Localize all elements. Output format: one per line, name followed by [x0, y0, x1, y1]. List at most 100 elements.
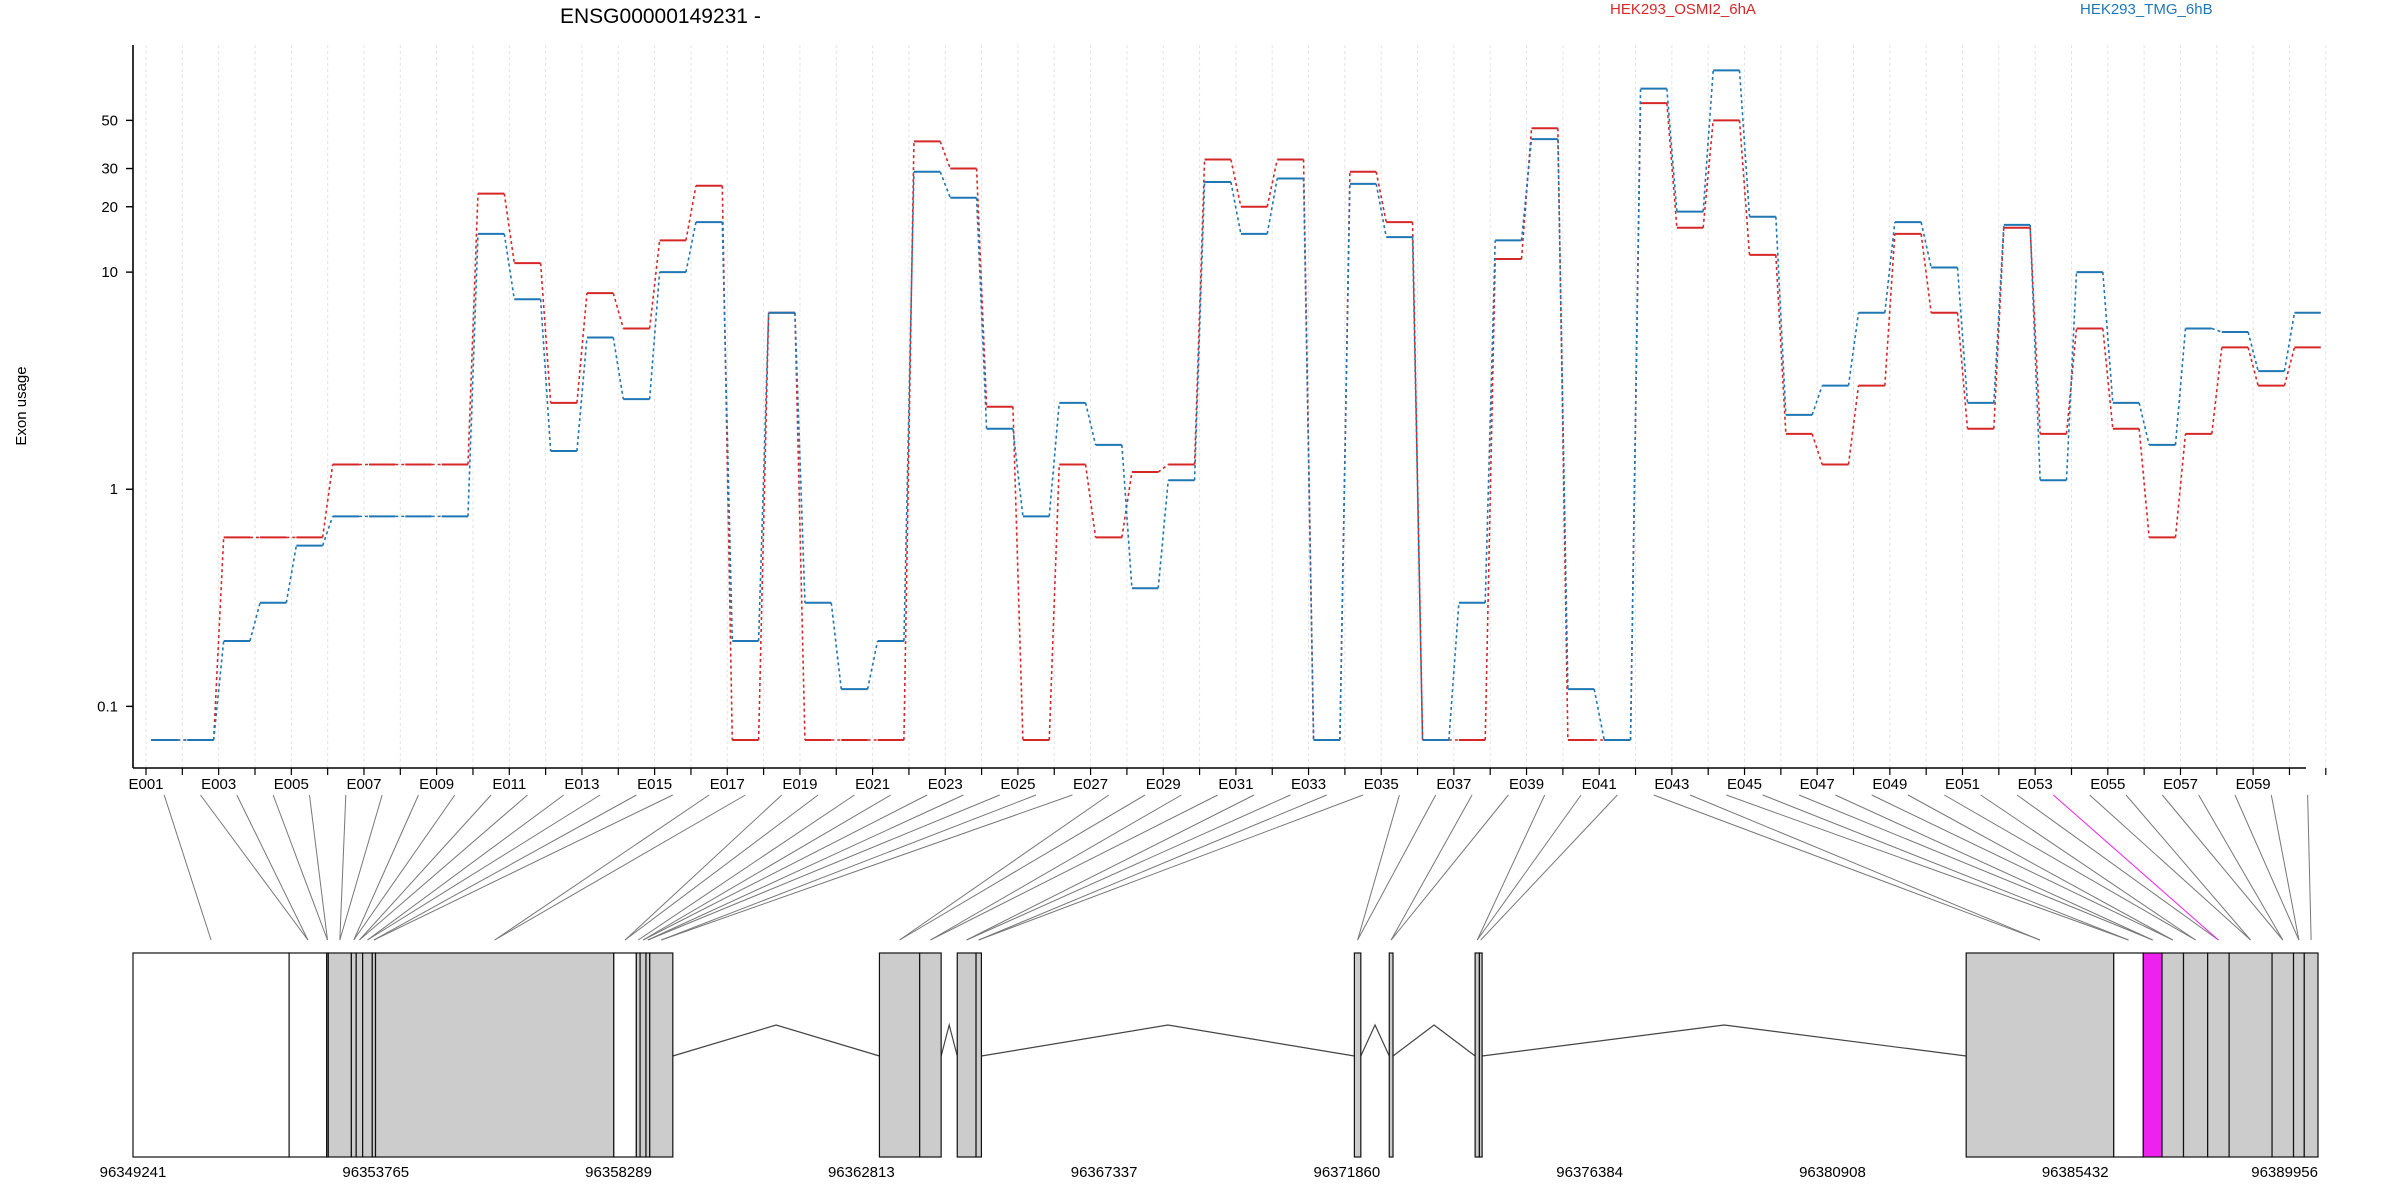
- intron-line: [981, 1024, 1355, 1057]
- series-connector: [1193, 181, 1206, 481]
- exon-connector: [1357, 794, 1400, 941]
- legend-entry-tmg: HEK293_TMG_6hB: [2080, 1, 2213, 18]
- x-tick-label: E043: [1654, 776, 1689, 793]
- series-connector: [757, 312, 770, 642]
- exon-connector: [2125, 794, 2251, 941]
- series-connector: [939, 171, 952, 199]
- exon-connector: [163, 794, 212, 941]
- x-tick-label: E035: [1364, 776, 1399, 793]
- series-connector: [1411, 222, 1424, 741]
- exon-connector: [2307, 794, 2312, 941]
- x-tick-label: E049: [1872, 776, 1907, 793]
- x-tick-label: E057: [2163, 776, 2198, 793]
- series-connector: [1847, 312, 1860, 386]
- exon-connector: [642, 794, 928, 941]
- chart-series: [151, 69, 2321, 741]
- x-tick-label: E005: [274, 776, 309, 793]
- x-tick-label: E011: [492, 776, 526, 793]
- series-connector: [1157, 480, 1170, 589]
- exon-box: [350, 952, 357, 1158]
- exon-connector: [1871, 794, 2173, 941]
- exon-connector: [930, 794, 1218, 941]
- series-connector: [830, 602, 843, 690]
- exon-box: [2271, 952, 2295, 1158]
- exon-connector: [2016, 794, 2219, 941]
- x-tick-label: E051: [1945, 776, 1980, 793]
- genomic-tick-label: 96353765: [342, 1164, 409, 1181]
- exon-connector: [373, 794, 674, 941]
- series-connector: [1956, 267, 1969, 403]
- series-connector: [794, 312, 806, 741]
- exon-connector: [899, 794, 1110, 941]
- series-connector: [1230, 159, 1242, 207]
- exon-box: [1965, 952, 2115, 1158]
- exon-connector: [899, 794, 1146, 941]
- series-connector: [2283, 347, 2296, 386]
- exon-connector: [494, 794, 746, 941]
- series-connector: [1811, 433, 1823, 465]
- genomic-tick-label: 96385432: [2042, 1164, 2109, 1181]
- exon-connector: [1476, 794, 1546, 941]
- exon-box: [2303, 952, 2319, 1158]
- exon-connector: [2089, 794, 2251, 941]
- chart-axes: [132, 45, 2306, 769]
- series-connector: [285, 545, 298, 603]
- genomic-tick-label: 96376384: [1556, 1164, 1623, 1181]
- gene-model: [132, 952, 2319, 1158]
- exon-connector: [966, 794, 1291, 941]
- series-connector: [975, 168, 988, 407]
- exon-box: [639, 952, 647, 1158]
- series-connector: [1738, 70, 1751, 217]
- legend-entry-osmi2: HEK293_OSMI2_6hA: [1610, 1, 1756, 18]
- series-connector: [1266, 159, 1279, 207]
- exon-box: [956, 952, 977, 1158]
- series-connector: [1048, 464, 1061, 741]
- genomic-tick-label: 96380908: [1799, 1164, 1866, 1181]
- exon-connector: [339, 794, 383, 941]
- series-connector: [685, 221, 697, 273]
- intron-line: [1482, 1024, 1967, 1057]
- series-connector: [2211, 347, 2223, 434]
- series-connector: [612, 292, 625, 329]
- x-tick-label: E031: [1218, 776, 1253, 793]
- series-connector: [1811, 385, 1823, 416]
- x-tick-label: E037: [1436, 776, 1471, 793]
- series-connector: [539, 263, 552, 403]
- exon-connector: [647, 794, 964, 941]
- exon-connector: [353, 794, 419, 941]
- series-connector: [1666, 103, 1678, 228]
- series-connector: [2102, 272, 2114, 403]
- exon-connector: [1476, 794, 1582, 941]
- series-connector: [2138, 402, 2150, 446]
- series-connector: [1520, 138, 1533, 241]
- exon-connector: [1980, 794, 2196, 941]
- exon-connector: [2234, 794, 2300, 941]
- x-tick-label: E015: [637, 776, 672, 793]
- intron-line: [672, 1024, 880, 1057]
- series-connector: [1012, 406, 1024, 741]
- series-connector: [1302, 178, 1315, 741]
- exon-box: [613, 952, 637, 1158]
- exon-connector: [200, 794, 309, 941]
- series-connector: [1230, 181, 1242, 235]
- series-connector: [321, 516, 334, 546]
- series-connector: [212, 537, 225, 741]
- exon-box: [2182, 952, 2209, 1158]
- exon-box: [2292, 952, 2305, 1158]
- x-tick-label: E023: [928, 776, 963, 793]
- exon-box: [2228, 952, 2273, 1158]
- exon-box: [919, 952, 942, 1158]
- series-connector: [503, 193, 516, 264]
- exon-connector: [367, 794, 565, 941]
- series-connector: [2065, 272, 2078, 481]
- series-connector: [1084, 402, 1097, 446]
- exon-box: [1474, 952, 1481, 1158]
- series-connector: [903, 171, 915, 642]
- series-connector: [1956, 312, 1969, 429]
- series-connector: [1666, 88, 1678, 212]
- exon-box: [649, 952, 674, 1158]
- exon-box: [288, 952, 328, 1158]
- exon-connector: [2052, 794, 2219, 941]
- series-HEK293_OSMI2_6hA: [151, 102, 2321, 741]
